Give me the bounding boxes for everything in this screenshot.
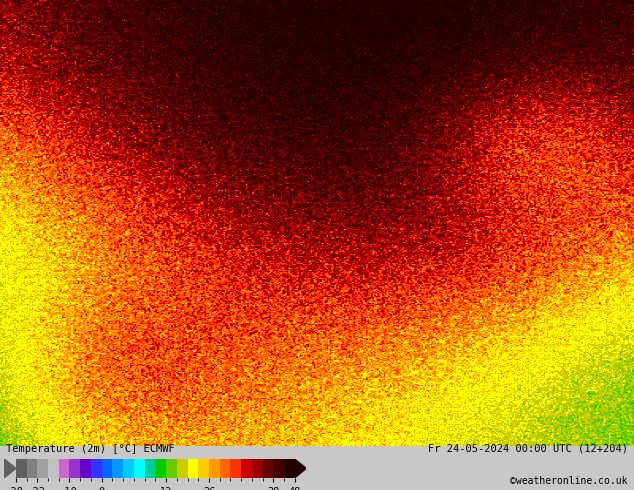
Polygon shape [4,459,16,478]
Text: Temperature (2m) [°C] ECMWF: Temperature (2m) [°C] ECMWF [6,444,175,454]
Text: Fr 24-05-2024 00:00 UTC (12+204): Fr 24-05-2024 00:00 UTC (12+204) [428,444,628,454]
Polygon shape [295,459,306,478]
Text: ©weatheronline.co.uk: ©weatheronline.co.uk [510,476,628,486]
